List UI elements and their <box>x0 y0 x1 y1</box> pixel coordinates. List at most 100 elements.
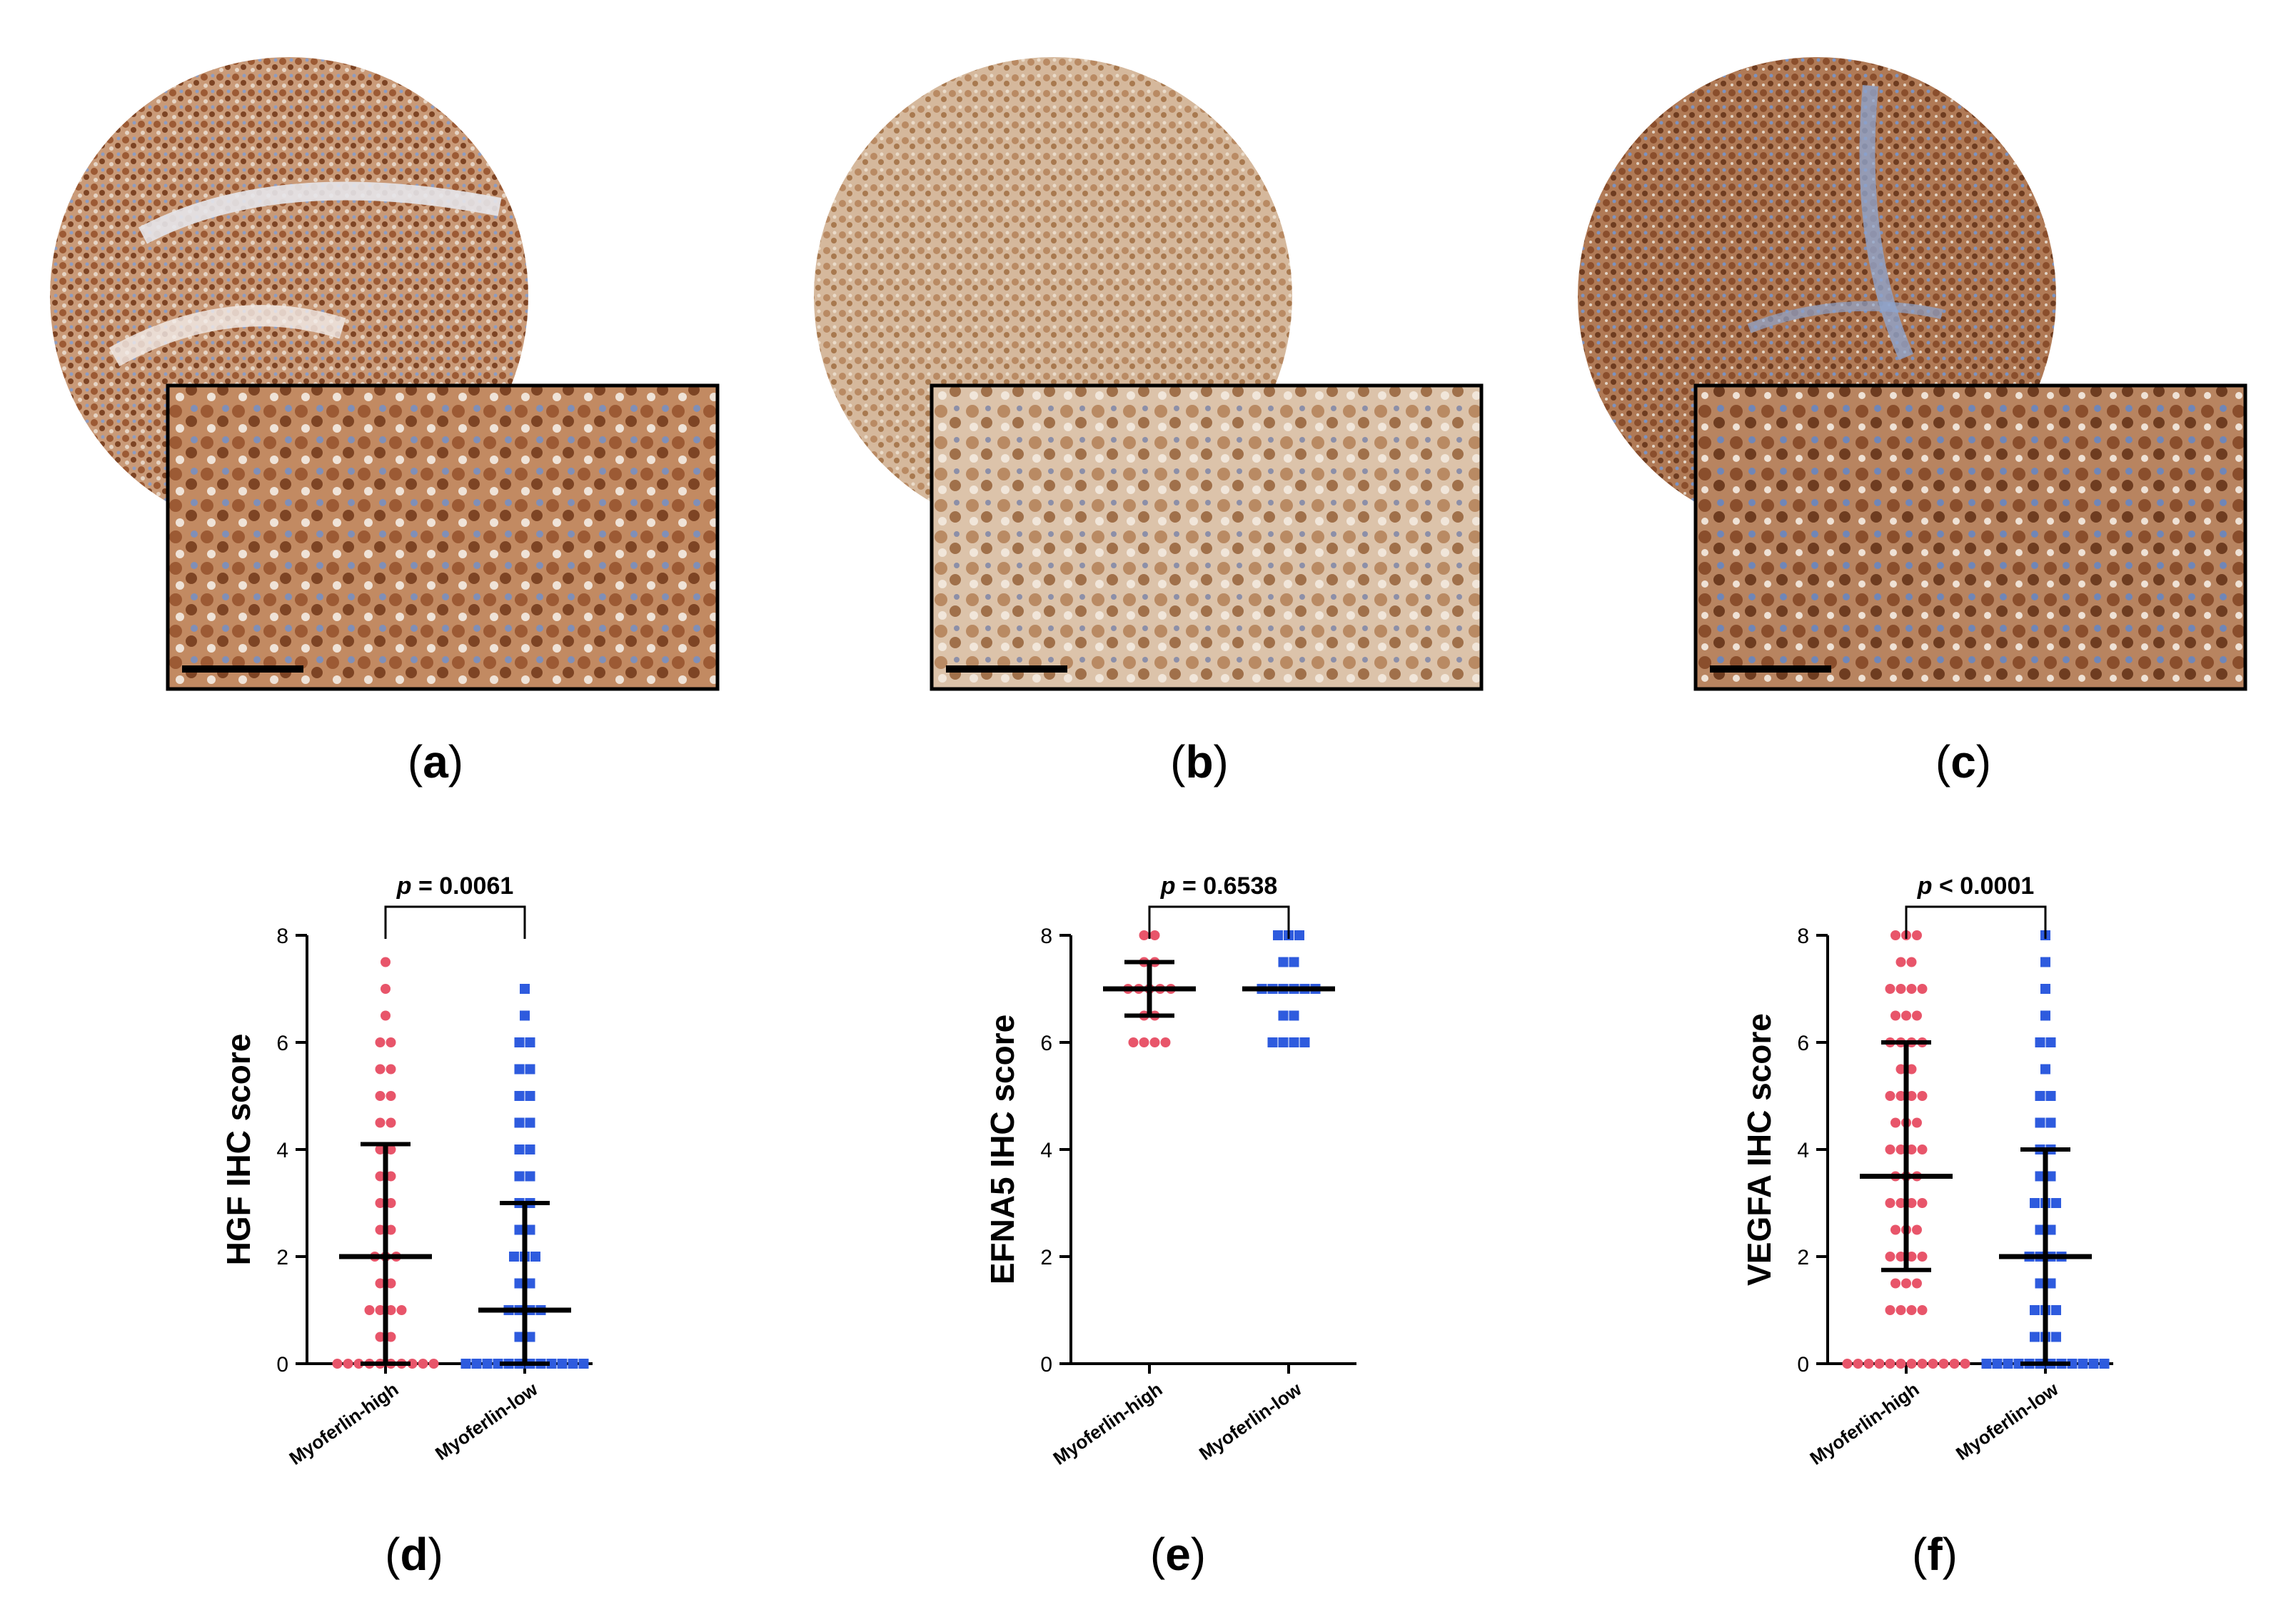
chart-f: 0 2 4 6 8 VEGFA IHC score Myoferlin-high Myofer… <box>1728 850 2170 1478</box>
data-point-high <box>364 1305 375 1315</box>
data-point-high <box>1917 1144 1928 1154</box>
data-point-low <box>525 1037 535 1047</box>
data-point-high <box>1853 1359 1863 1369</box>
data-point-low <box>2045 1278 2056 1289</box>
data-point-low <box>1278 1037 1289 1047</box>
data-point-low <box>546 1359 557 1369</box>
data-point-high <box>1906 1305 1917 1315</box>
data-point-low <box>2088 1359 2099 1369</box>
y-tick-label: 2 <box>1797 1246 1809 1269</box>
y-tick-label: 0 <box>276 1353 288 1377</box>
x-tick-label: Myoferlin-high <box>1806 1378 1923 1469</box>
data-point-high <box>1890 1117 1900 1128</box>
data-point-high <box>386 1278 396 1289</box>
data-point-low <box>514 1224 525 1235</box>
scale-bar-a <box>182 665 303 673</box>
data-point-high <box>386 1064 396 1075</box>
data-point-high <box>386 1224 396 1235</box>
x-tick-label: Myoferlin-low <box>1952 1378 2063 1464</box>
data-point-high <box>386 1091 396 1101</box>
y-tick-label: 2 <box>1040 1246 1052 1269</box>
ihc-image-b <box>807 57 1492 700</box>
data-point-low <box>520 984 530 994</box>
data-point-high <box>1906 957 1917 967</box>
data-point-high <box>1901 1278 1911 1289</box>
panel-label-e: (e) <box>1149 1529 1207 1580</box>
data-point-high <box>1895 1305 1906 1315</box>
data-point-high <box>1885 1198 1895 1208</box>
data-point-low <box>568 1359 578 1369</box>
data-point-low <box>514 1171 525 1182</box>
data-point-high <box>1906 1091 1917 1101</box>
data-point-low <box>2045 1224 2056 1235</box>
data-point-low <box>1267 1037 1278 1047</box>
data-point-low <box>514 1037 525 1047</box>
data-point-low <box>2067 1359 2078 1369</box>
ihc-image-a <box>43 57 728 700</box>
data-point-high <box>1890 930 1900 940</box>
p-value-label: p = 0.0061 <box>396 872 514 900</box>
data-point-low <box>1289 1037 1299 1047</box>
data-point-high <box>1906 1252 1917 1262</box>
data-point-high <box>1895 957 1906 967</box>
significance-bracket <box>384 905 526 939</box>
panel-label-c: (c) <box>1935 736 1992 788</box>
data-point-high <box>1949 1359 1960 1369</box>
data-point-low <box>2030 1332 2040 1342</box>
data-point-high <box>386 1117 396 1128</box>
data-point-high <box>1895 1198 1906 1208</box>
data-point-low <box>460 1359 471 1369</box>
data-point-high <box>381 984 391 994</box>
p-value-label: p < 0.0001 <box>1917 872 2035 900</box>
data-point-high <box>375 1091 386 1101</box>
data-point-low <box>1273 930 1283 940</box>
data-point-high <box>1906 1359 1917 1369</box>
data-point-high <box>1912 930 1922 940</box>
data-point-low <box>2051 1198 2061 1208</box>
y-tick-label: 8 <box>276 925 288 948</box>
data-point-low <box>557 1359 568 1369</box>
data-point-high <box>1917 1359 1928 1369</box>
data-point-low <box>2045 1037 2056 1047</box>
data-point-low <box>2045 1171 2056 1182</box>
data-point-high <box>1842 1359 1853 1369</box>
x-tick-label: Myoferlin-high <box>1049 1378 1167 1469</box>
y-tick-label: 4 <box>276 1139 288 1162</box>
data-point-low <box>514 1064 525 1075</box>
y-axis-label: HGF IHC score <box>220 1034 257 1266</box>
data-point-low <box>2040 1064 2050 1075</box>
data-point-low <box>2035 1171 2045 1182</box>
data-point-low <box>514 1144 525 1154</box>
data-point-high <box>1917 1252 1928 1262</box>
y-axis-label: EFNA5 IHC score <box>984 1015 1021 1284</box>
zoom-inset-c <box>1693 383 2247 691</box>
data-point-high <box>386 1305 396 1315</box>
data-point-low <box>525 1224 535 1235</box>
data-point-high <box>1917 984 1928 994</box>
data-point-high <box>1885 1091 1895 1101</box>
data-point-high <box>1139 1037 1149 1047</box>
significance-bracket <box>1148 905 1290 939</box>
data-point-high <box>1895 1359 1906 1369</box>
data-point-high <box>1885 984 1895 994</box>
y-tick-label: 4 <box>1040 1139 1052 1162</box>
data-point-high <box>386 1332 396 1342</box>
panel-label-d: (d) <box>385 1529 443 1580</box>
data-point-low <box>2035 1091 2045 1101</box>
data-point-low <box>2035 1224 2045 1235</box>
y-tick-label: 8 <box>1797 925 1809 948</box>
data-point-high <box>375 1305 386 1315</box>
data-point-high <box>1928 1359 1938 1369</box>
data-point-high <box>353 1359 364 1369</box>
panel-label-f: (f) <box>1912 1529 1958 1580</box>
data-point-high <box>375 1198 386 1208</box>
scale-bar-c <box>1710 665 1831 673</box>
data-point-low <box>482 1359 493 1369</box>
data-point-high <box>375 1064 386 1075</box>
data-point-high <box>1906 1144 1917 1154</box>
data-point-high <box>1906 984 1917 994</box>
data-point-high <box>1917 1091 1928 1101</box>
data-point-low <box>2035 1117 2045 1128</box>
data-point-low <box>2030 1305 2040 1315</box>
data-point-low <box>2030 1198 2040 1208</box>
